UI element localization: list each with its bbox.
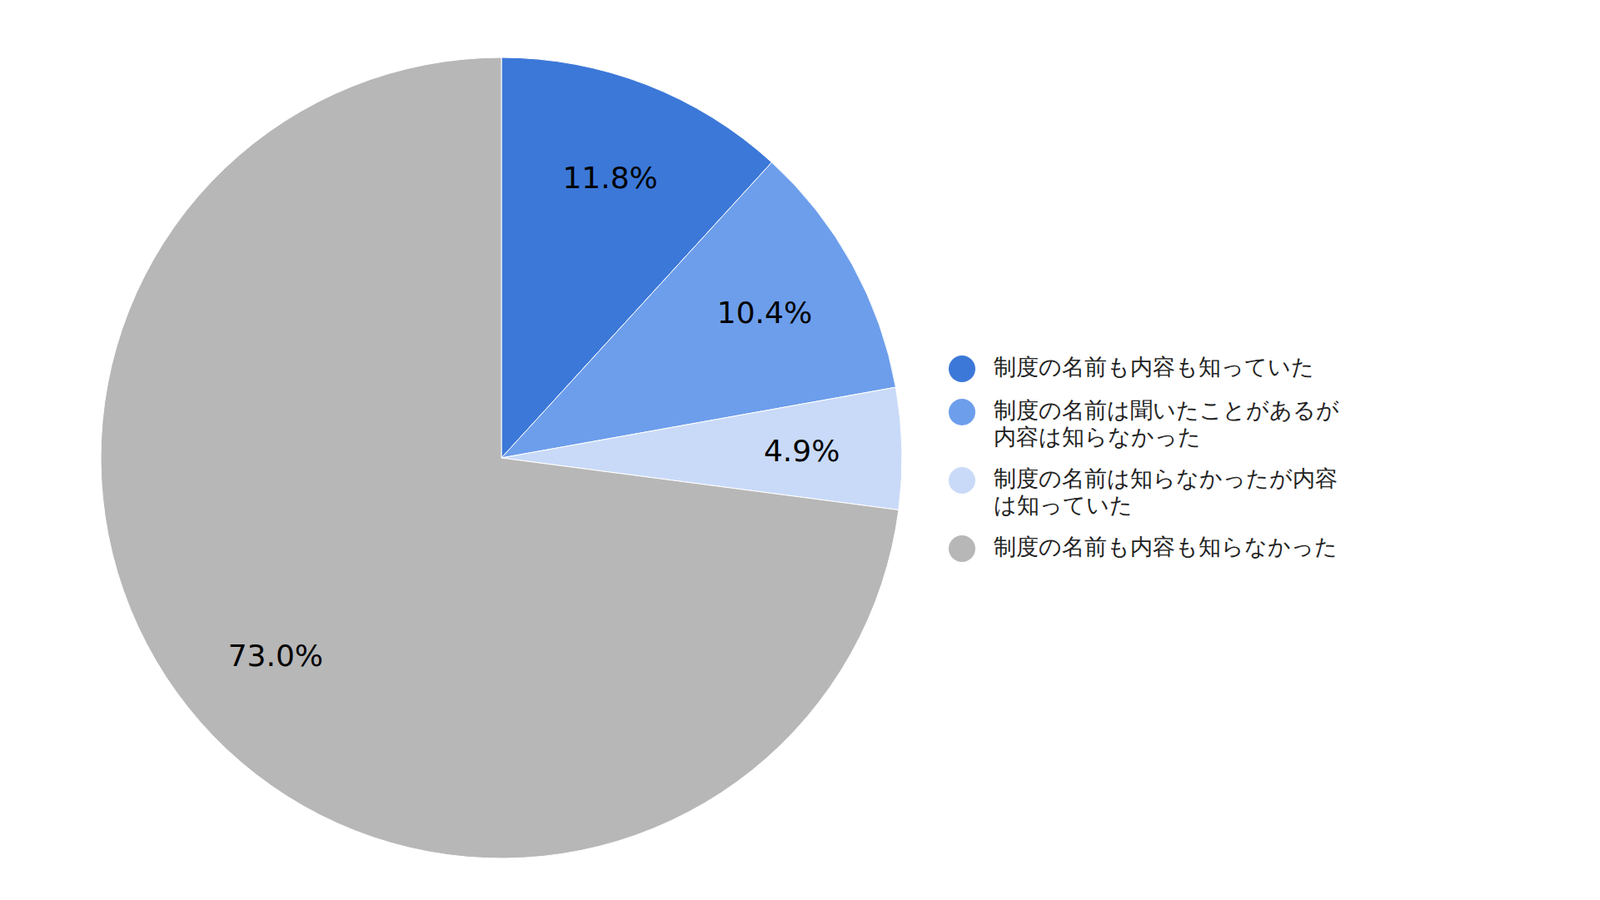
html-text:制度の名前は知らなかったが内容は知っていた: 制度の名前は知らなかったが内容は知っていた	[993, 465, 1338, 519]
html-text:制度の名前は聞いたことがあるが内容は知らなかった: 制度の名前は聞いたことがあるが内容は知らなかった	[993, 397, 1340, 450]
svg-text:4.9%: 4.9%	[763, 433, 840, 469]
html-text:制度の名前も内容も知っていた: 制度の名前も内容も知っていた	[993, 353, 1315, 380]
svg-text:11.8%: 11.8%	[562, 160, 658, 195]
svg-text:10.4%: 10.4%	[717, 295, 813, 330]
svg-text:73.0%: 73.0%	[228, 638, 324, 673]
html-text:制度の名前も内容も知らなかった: 制度の名前も内容も知らなかった	[993, 533, 1338, 560]
